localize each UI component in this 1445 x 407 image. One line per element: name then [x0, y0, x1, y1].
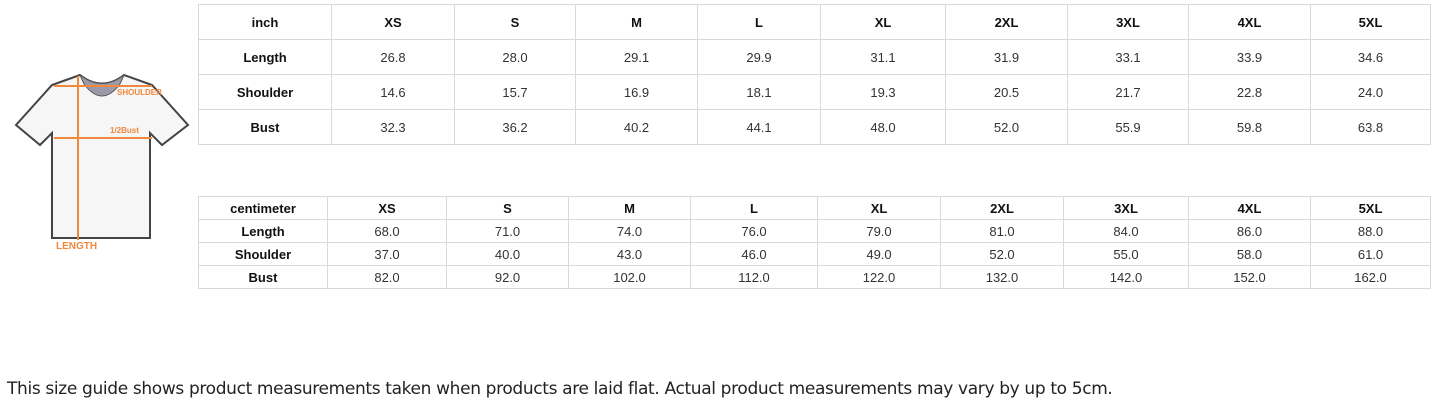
row-label: Length [198, 219, 328, 243]
column-header: 3XL [1067, 4, 1189, 40]
column-header: centimeter [198, 196, 328, 220]
column-header: XL [817, 196, 941, 220]
inch-size-table: inch XS S M L XL 2XL 3XL 4XL 5XL Length 26.8 28.0 29.… [198, 4, 1431, 145]
table-cell: 63.8 [1310, 109, 1431, 145]
table-cell: 19.3 [820, 74, 946, 110]
table-cell: 48.0 [820, 109, 946, 145]
table-cell: 36.2 [454, 109, 576, 145]
table-cell: 46.0 [690, 242, 818, 266]
table-cell: 55.9 [1067, 109, 1189, 145]
table-cell: 162.0 [1310, 265, 1431, 289]
table-cell: 43.0 [568, 242, 691, 266]
row-label: Shoulder [198, 242, 328, 266]
table-cell: 152.0 [1188, 265, 1311, 289]
column-header: XL [820, 4, 946, 40]
table-cell: 61.0 [1310, 242, 1431, 266]
column-header: 3XL [1063, 196, 1189, 220]
table-row: Bust 32.3 36.2 40.2 44.1 48.0 52.0 55.9 59.8 63.8 [198, 109, 1431, 145]
table-cell: 58.0 [1188, 242, 1311, 266]
table-row: Length 26.8 28.0 29.1 29.9 31.1 31.9 33.1 33.9 34… [198, 39, 1431, 75]
column-header: inch [198, 4, 332, 40]
table-cell: 55.0 [1063, 242, 1189, 266]
row-label: Bust [198, 109, 332, 145]
table-row: Bust 82.0 92.0 102.0 112.0 122.0 132.0 142.0 152… [198, 265, 1431, 289]
column-header: 5XL [1310, 4, 1431, 40]
column-header: XS [327, 196, 447, 220]
column-header: 4XL [1188, 196, 1311, 220]
column-header: L [690, 196, 818, 220]
table-cell: 40.2 [575, 109, 698, 145]
tshirt-measurement-illustration: SHOULDER 1/2Bust LENGTH [14, 73, 190, 252]
table-cell: 16.9 [575, 74, 698, 110]
table-cell: 88.0 [1310, 219, 1431, 243]
table-cell: 33.1 [1067, 39, 1189, 75]
table-cell: 24.0 [1310, 74, 1431, 110]
size-guide-note: This size guide shows product measuremen… [7, 379, 1113, 399]
table-cell: 122.0 [817, 265, 941, 289]
column-header: L [697, 4, 821, 40]
table-cell: 18.1 [697, 74, 821, 110]
table-cell: 31.1 [820, 39, 946, 75]
table-cell: 14.6 [331, 74, 455, 110]
table-cell: 29.1 [575, 39, 698, 75]
table-cell: 49.0 [817, 242, 941, 266]
row-label: Shoulder [198, 74, 332, 110]
table-cell: 76.0 [690, 219, 818, 243]
table-cell: 68.0 [327, 219, 447, 243]
table-cell: 31.9 [945, 39, 1068, 75]
table-cell: 32.3 [331, 109, 455, 145]
table-row: Shoulder 14.6 15.7 16.9 18.1 19.3 20.5 21.7 22.8… [198, 74, 1431, 110]
table-cell: 26.8 [331, 39, 455, 75]
table-cell: 37.0 [327, 242, 447, 266]
table-cell: 33.9 [1188, 39, 1311, 75]
table-cell: 52.0 [945, 109, 1068, 145]
table-cell: 92.0 [446, 265, 569, 289]
table-cell: 34.6 [1310, 39, 1431, 75]
table-cell: 44.1 [697, 109, 821, 145]
table-cell: 102.0 [568, 265, 691, 289]
column-header: 5XL [1310, 196, 1431, 220]
column-header: M [568, 196, 691, 220]
tshirt-outline [14, 73, 190, 239]
column-header: 2XL [945, 4, 1068, 40]
table-cell: 86.0 [1188, 219, 1311, 243]
table-cell: 142.0 [1063, 265, 1189, 289]
table-header-row: inch XS S M L XL 2XL 3XL 4XL 5XL [198, 4, 1431, 40]
bust-label: 1/2Bust [110, 126, 139, 135]
table-cell: 132.0 [940, 265, 1064, 289]
row-label: Bust [198, 265, 328, 289]
table-cell: 29.9 [697, 39, 821, 75]
length-label: LENGTH [56, 241, 97, 252]
table-row: Length 68.0 71.0 74.0 76.0 79.0 81.0 84.0 86.0 88… [198, 219, 1431, 243]
table-cell: 112.0 [690, 265, 818, 289]
table-cell: 79.0 [817, 219, 941, 243]
table-cell: 20.5 [945, 74, 1068, 110]
row-label: Length [198, 39, 332, 75]
column-header: M [575, 4, 698, 40]
table-header-row: centimeter XS S M L XL 2XL 3XL 4XL 5XL [198, 196, 1431, 220]
table-cell: 81.0 [940, 219, 1064, 243]
table-cell: 28.0 [454, 39, 576, 75]
table-cell: 74.0 [568, 219, 691, 243]
table-cell: 59.8 [1188, 109, 1311, 145]
table-cell: 22.8 [1188, 74, 1311, 110]
centimeter-size-table: centimeter XS S M L XL 2XL 3XL 4XL 5XL Length 68.0 7… [198, 196, 1431, 289]
table-cell: 82.0 [327, 265, 447, 289]
column-header: S [446, 196, 569, 220]
column-header: S [454, 4, 576, 40]
column-header: 2XL [940, 196, 1064, 220]
column-header: 4XL [1188, 4, 1311, 40]
table-cell: 52.0 [940, 242, 1064, 266]
shoulder-label: SHOULDER [117, 88, 162, 97]
column-header: XS [331, 4, 455, 40]
table-cell: 40.0 [446, 242, 569, 266]
table-cell: 84.0 [1063, 219, 1189, 243]
table-cell: 15.7 [454, 74, 576, 110]
table-cell: 71.0 [446, 219, 569, 243]
table-cell: 21.7 [1067, 74, 1189, 110]
table-row: Shoulder 37.0 40.0 43.0 46.0 49.0 52.0 55.0 58.0… [198, 242, 1431, 266]
